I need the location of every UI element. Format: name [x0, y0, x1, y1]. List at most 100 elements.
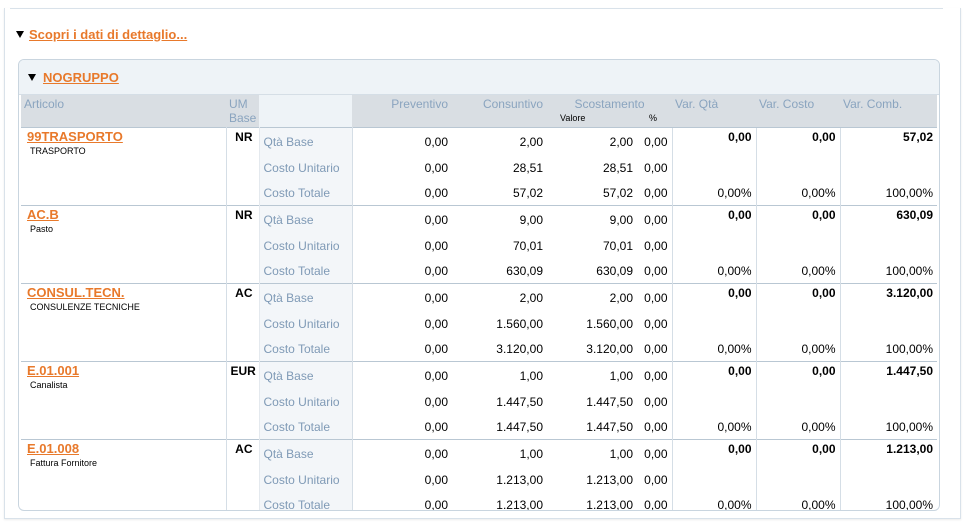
empty-cell: [671, 389, 757, 414]
group-link[interactable]: NOGRUPPO: [43, 69, 119, 85]
consuntivo-value: 1.213,00: [496, 497, 543, 511]
col-consuntivo[interactable]: Consuntivo: [452, 95, 547, 128]
empty-cell: [839, 311, 938, 336]
article-cell: E.01.008 Fattura Fornitore: [21, 439, 227, 510]
article-code-link[interactable]: 99TRASPORTO: [27, 129, 123, 144]
scostamento-valore: 28,51: [602, 160, 633, 175]
empty-cell: [671, 467, 757, 492]
col-um-line2: Base: [229, 111, 257, 125]
col-scostamento[interactable]: Scostamento Valore%: [547, 95, 673, 128]
empty-cell: [671, 311, 757, 336]
scostamento-perc: 0,00: [637, 283, 673, 311]
table-row: Costo Totale 0,00 630,09 630,09 0,00 0,00% 0,0…: [21, 258, 938, 284]
var-costo-value: 0,00: [755, 205, 841, 233]
empty-cell: [755, 311, 841, 336]
um-cell: NR: [226, 127, 260, 206]
article-cell: E.01.001 Canalista: [21, 361, 227, 440]
col-preventivo[interactable]: Preventivo: [352, 95, 452, 128]
preventivo-value: 0,00: [424, 394, 448, 409]
scostamento-valore: 1,00: [547, 361, 637, 389]
col-perc: %: [649, 113, 658, 123]
row-label: Costo Unitario: [258, 311, 353, 336]
var-qta-perc: 0,00%: [671, 492, 757, 510]
row-label: Costo Totale: [258, 180, 353, 206]
var-qta-perc: 0,00%: [671, 258, 757, 284]
preventivo-value: 0,00: [424, 160, 448, 175]
empty-cell: [671, 155, 757, 180]
var-qta-perc: 0,00%: [671, 336, 757, 362]
var-comb-perc: 100,00%: [839, 336, 938, 362]
row-label: Qtà Base: [258, 439, 353, 467]
preventivo-value: 0,00: [424, 263, 448, 278]
scostamento-perc: 0,00: [644, 341, 668, 356]
group-panel: NOGRUPPO Articolo UM Base Preventivo Cons…: [18, 59, 940, 511]
article-description: Canalista: [30, 380, 68, 390]
consuntivo-value: 1,00: [452, 361, 547, 389]
var-costo-perc: 0,00%: [755, 180, 841, 206]
consuntivo-value: 1.560,00: [496, 316, 543, 331]
consuntivo-value: 2,00: [452, 127, 547, 155]
article-cell: 99TRASPORTO TRASPORTO: [21, 127, 227, 206]
col-um[interactable]: UM Base: [226, 95, 259, 128]
scostamento-perc: 0,00: [644, 160, 668, 175]
var-comb-value: 1.447,50: [839, 361, 938, 389]
consuntivo-value: 57,02: [512, 185, 543, 200]
col-var-costo[interactable]: Var. Costo: [756, 95, 841, 128]
col-var-qta[interactable]: Var. Qtà: [672, 95, 757, 128]
empty-cell: [755, 389, 841, 414]
var-comb-value: 1.213,00: [839, 439, 938, 467]
row-label: Qtà Base: [258, 283, 353, 311]
table-row: E.01.008 Fattura Fornitore AC Qtà Base 0,00…: [21, 439, 938, 510]
table-header: Articolo UM Base Preventivo Consuntivo Sc…: [21, 95, 938, 128]
scostamento-valore: 9,00: [547, 205, 637, 233]
scostamento-valore: 1.447,50: [586, 419, 633, 434]
scostamento-perc: 0,00: [637, 205, 673, 233]
var-costo-value: 0,00: [755, 127, 841, 155]
col-articolo[interactable]: Articolo: [21, 95, 226, 128]
group-header[interactable]: NOGRUPPO: [19, 60, 939, 95]
collapse-triangle-icon: [28, 73, 36, 81]
consuntivo-value: 1.213,00: [496, 472, 543, 487]
article-code-link[interactable]: E.01.008: [27, 441, 80, 456]
scostamento-perc: 0,00: [644, 419, 668, 434]
table-row: AC.B Pasto NR Qtà Base 0,00 9,00 9,00 0,00 0,00…: [21, 205, 938, 284]
table-row: Costo Unitario 0,00 28,51 28,51 0,00: [21, 155, 938, 180]
row-label: Costo Unitario: [258, 389, 353, 414]
empty-cell: [755, 467, 841, 492]
table-row: Costo Totale 0,00 1.447,50 1.447,50 0,00 0,00…: [21, 414, 938, 440]
var-qta-value: 0,00: [671, 439, 757, 467]
consuntivo-value: 1.447,50: [496, 394, 543, 409]
var-comb-value: 3.120,00: [839, 283, 938, 311]
var-costo-perc: 0,00%: [755, 414, 841, 440]
preventivo-value: 0,00: [424, 316, 448, 331]
um-cell: AC: [226, 439, 260, 510]
preventivo-value: 0,00: [352, 205, 452, 233]
col-blank: [259, 95, 352, 128]
var-costo-perc: 0,00%: [755, 258, 841, 284]
um-cell: NR: [226, 205, 260, 284]
var-qta-perc: 0,00%: [671, 414, 757, 440]
um-cell: EUR: [226, 361, 260, 440]
empty-cell: [839, 233, 938, 258]
scostamento-perc: 0,00: [637, 127, 673, 155]
scostamento-perc: 0,00: [644, 316, 668, 331]
article-description: CONSULENZE TECNICHE: [30, 302, 140, 312]
scostamento-valore: 1.213,00: [586, 497, 633, 511]
preventivo-value: 0,00: [424, 472, 448, 487]
col-var-comb[interactable]: Var. Comb.: [840, 95, 938, 128]
var-qta-value: 0,00: [671, 283, 757, 311]
article-code-link[interactable]: AC.B: [27, 207, 59, 222]
scostamento-valore: 2,00: [547, 283, 637, 311]
article-code-link[interactable]: E.01.001: [27, 363, 80, 378]
article-code-link[interactable]: CONSUL.TECN.: [27, 285, 125, 300]
panel-frame: [4, 8, 961, 519]
detail-toggle[interactable]: Scopri i dati di dettaglio...: [16, 26, 187, 42]
row-label: Costo Totale: [258, 258, 353, 284]
row-label: Costo Unitario: [258, 233, 353, 258]
empty-cell: [839, 155, 938, 180]
preventivo-value: 0,00: [352, 439, 452, 467]
var-qta-value: 0,00: [671, 361, 757, 389]
preventivo-value: 0,00: [352, 361, 452, 389]
detail-link[interactable]: Scopri i dati di dettaglio...: [29, 26, 188, 42]
scostamento-valore: 1.447,50: [586, 394, 633, 409]
